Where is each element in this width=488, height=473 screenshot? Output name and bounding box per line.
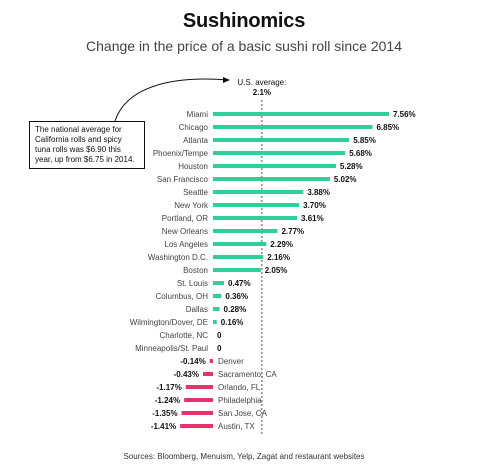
category-label: Columbus, OH <box>156 292 209 301</box>
value-label: -0.43% <box>174 370 199 379</box>
bar-19 <box>209 359 213 363</box>
bar-8 <box>213 216 298 220</box>
value-label: -0.14% <box>180 357 205 366</box>
category-label: Los Angeles <box>164 240 208 249</box>
category-label: New York <box>174 201 209 210</box>
value-label: 6.85% <box>376 123 399 132</box>
category-label: Denver <box>218 357 244 366</box>
bar-10 <box>213 242 267 246</box>
value-label: 5.28% <box>340 162 363 171</box>
category-label: New Orleans <box>162 227 208 236</box>
value-label: 3.70% <box>303 201 326 210</box>
bar-11 <box>213 255 264 259</box>
bar-22 <box>184 398 213 402</box>
category-label: Orlando, FL <box>218 383 261 392</box>
annotation-arrowhead <box>223 77 230 83</box>
bar-5 <box>213 177 330 181</box>
bar-13 <box>213 281 224 285</box>
value-label: 0.47% <box>228 279 251 288</box>
bar-24 <box>180 424 213 428</box>
bar-3 <box>213 151 346 155</box>
category-label: Atlanta <box>183 136 208 145</box>
bar-15 <box>213 307 220 311</box>
bar-21 <box>185 385 213 389</box>
chart-subtitle: Change in the price of a basic sushi rol… <box>86 38 402 54</box>
value-label: 0.36% <box>225 292 248 301</box>
value-label: 7.56% <box>393 110 416 119</box>
us-average-label: U.S. average: <box>237 78 286 87</box>
value-label: 0.16% <box>221 318 244 327</box>
category-label: Washington D.C. <box>148 253 208 262</box>
value-label: -1.35% <box>152 409 177 418</box>
value-label: 5.02% <box>334 175 357 184</box>
bar-4 <box>213 164 336 168</box>
value-label: -1.24% <box>155 396 180 405</box>
annotation-box: The national average for California roll… <box>29 121 145 169</box>
category-label: Phoenix/Tempe <box>153 149 209 158</box>
value-label: 5.68% <box>349 149 372 158</box>
bar-23 <box>181 411 213 415</box>
bar-6 <box>213 190 304 194</box>
category-label: Sacramento, CA <box>218 370 277 379</box>
bar-1 <box>213 125 373 129</box>
category-label: San Francisco <box>157 175 209 184</box>
category-label: Austin, TX <box>218 422 255 431</box>
value-label: 3.61% <box>301 214 324 223</box>
value-label: 2.29% <box>270 240 293 249</box>
source-note: Sources: Bloomberg, Menuism, Yelp, Zagat… <box>123 452 365 461</box>
category-label: Philadelphia <box>218 396 262 405</box>
category-label: Dallas <box>186 305 208 314</box>
us-average-value: 2.1% <box>253 88 271 97</box>
annotation-arrow <box>114 78 229 122</box>
bar-16 <box>213 320 217 324</box>
bar-20 <box>202 372 213 376</box>
category-label: Seattle <box>183 188 208 197</box>
category-label: Houston <box>178 162 208 171</box>
bar-0 <box>213 112 389 116</box>
category-label: Chicago <box>179 123 209 132</box>
value-label: 2.77% <box>281 227 304 236</box>
value-label: 0 <box>217 344 222 353</box>
value-label: 5.85% <box>353 136 376 145</box>
bar-12 <box>213 268 261 272</box>
value-label: 2.16% <box>267 253 290 262</box>
bar-9 <box>213 229 278 233</box>
bar-7 <box>213 203 300 207</box>
value-label: -1.41% <box>151 422 176 431</box>
category-label: Miami <box>187 110 209 119</box>
value-label: -1.17% <box>156 383 181 392</box>
category-label: San Jose, CA <box>218 409 268 418</box>
value-label: 0.28% <box>224 305 247 314</box>
bar-2 <box>213 138 350 142</box>
bar-14 <box>213 294 222 298</box>
value-label: 0 <box>217 331 222 340</box>
value-label: 2.05% <box>265 266 288 275</box>
category-label: St. Louis <box>177 279 208 288</box>
category-label: Wilmington/Dover, DE <box>130 318 208 327</box>
chart-title: Sushinomics <box>182 10 306 32</box>
category-label: Charlotte, NC <box>160 331 209 340</box>
value-label: 3.88% <box>307 188 330 197</box>
category-label: Portland, OR <box>162 214 208 223</box>
category-label: Boston <box>183 266 208 275</box>
category-label: Minneapolis/St. Paul <box>135 344 208 353</box>
